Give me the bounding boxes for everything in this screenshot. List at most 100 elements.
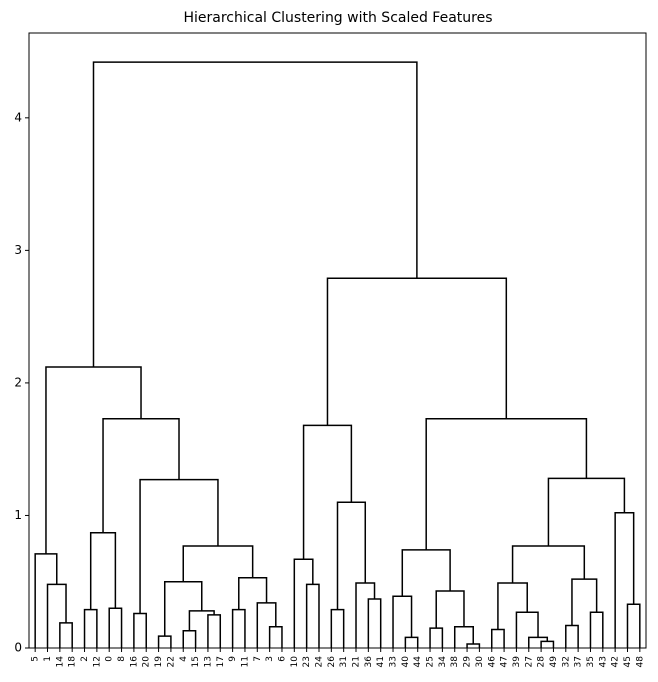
leaf-label: 16 [129, 656, 139, 668]
cluster-link [46, 583, 67, 648]
leaf-label: 33 [389, 656, 399, 667]
leaf-label: 35 [586, 656, 596, 667]
leaf-label: 6 [277, 656, 287, 662]
cluster-link [401, 549, 451, 597]
cluster-link [466, 643, 481, 648]
cluster-link [182, 545, 254, 582]
leaf-label: 20 [142, 656, 152, 668]
cluster-link [404, 636, 419, 648]
cluster-link [336, 501, 367, 610]
cluster-link [429, 627, 444, 648]
cluster-link [515, 611, 539, 648]
leaf-label: 43 [598, 656, 608, 667]
leaf-label: 42 [611, 656, 621, 667]
leaf-label: 13 [203, 656, 213, 667]
leaf-label: 0 [105, 656, 115, 662]
leaf-label: 8 [117, 656, 127, 662]
leaf-label: 3 [265, 656, 275, 662]
cluster-link [83, 608, 98, 648]
cluster-link [435, 590, 465, 629]
leaf-label: 19 [154, 656, 164, 668]
leaf-label: 47 [500, 656, 510, 667]
leaf-label: 24 [314, 656, 324, 668]
leaf-label: 40 [401, 656, 411, 668]
leaf-label: 5 [31, 656, 41, 662]
cluster-link [528, 636, 549, 648]
leaf-label: 18 [68, 656, 78, 668]
cluster-link [268, 626, 283, 648]
chart-title: Hierarchical Clustering with Scaled Feat… [183, 10, 492, 26]
cluster-link [305, 583, 320, 648]
y-tick-label: 3 [14, 243, 22, 257]
leaf-label: 37 [574, 656, 584, 667]
cluster-link [207, 614, 222, 648]
leaf-label: 9 [228, 656, 238, 662]
leaf-label: 15 [191, 656, 201, 667]
cluster-link [565, 624, 579, 648]
cluster-link [59, 622, 73, 648]
leaf-label: 14 [55, 656, 65, 668]
cluster-link [293, 558, 314, 648]
cluster-link [626, 603, 641, 648]
cluster-link [589, 611, 604, 648]
leaf-label: 25 [426, 656, 436, 667]
leaf-label: 36 [364, 656, 374, 668]
leaf-label: 41 [376, 656, 386, 667]
leaf-label: 49 [549, 656, 559, 668]
cluster-link [302, 424, 353, 560]
cluster-link [182, 630, 197, 648]
y-tick-label: 2 [14, 375, 22, 389]
leaf-label: 39 [512, 656, 522, 668]
leaf-label: 7 [253, 656, 263, 662]
leaf-label: 21 [352, 656, 362, 667]
leaf-label: 29 [463, 656, 473, 668]
cluster-link [547, 477, 626, 546]
leaf-label: 2 [80, 656, 90, 662]
leaf-label: 11 [240, 656, 250, 667]
cluster-link [540, 640, 555, 648]
cluster-link [45, 366, 142, 554]
cluster-link [163, 580, 203, 637]
cluster-link [571, 578, 598, 626]
cluster-link [102, 417, 180, 533]
leaf-label: 22 [166, 656, 176, 667]
leaf-label: 30 [475, 656, 485, 668]
cluster-link [256, 602, 277, 648]
cluster-link [614, 512, 635, 648]
cluster-link [453, 626, 474, 648]
leaf-label: 4 [179, 656, 189, 662]
cluster-link [392, 595, 413, 648]
leaf-label: 12 [92, 656, 102, 667]
cluster-link [367, 598, 382, 648]
cluster-link [34, 553, 58, 648]
y-tick-label: 4 [14, 110, 22, 124]
cluster-link [89, 531, 117, 610]
y-tick-label: 0 [14, 641, 22, 655]
leaf-label: 38 [450, 656, 460, 668]
leaf-label: 26 [327, 656, 337, 668]
cluster-link [157, 635, 172, 648]
cluster-link [497, 582, 528, 630]
cluster-link [326, 277, 508, 426]
leaf-label: 31 [339, 656, 349, 667]
cluster-link [238, 577, 268, 610]
leaf-label: 46 [487, 656, 497, 668]
leaf-label: 27 [524, 656, 534, 667]
cluster-link [108, 607, 123, 648]
leaf-label: 10 [290, 656, 300, 668]
leaf-label: 28 [537, 656, 547, 668]
leaf-label: 1 [43, 656, 53, 662]
plot-frame [28, 32, 647, 649]
leaf-label: 17 [216, 656, 226, 667]
cluster-link [355, 582, 376, 648]
leaf-label: 44 [413, 656, 423, 668]
y-tick-label: 1 [14, 508, 22, 522]
cluster-link [511, 545, 586, 584]
cluster-link [133, 612, 147, 648]
cluster-link [330, 608, 345, 648]
leaf-label: 23 [302, 656, 312, 667]
cluster-link [491, 628, 505, 648]
cluster-link [425, 417, 588, 550]
